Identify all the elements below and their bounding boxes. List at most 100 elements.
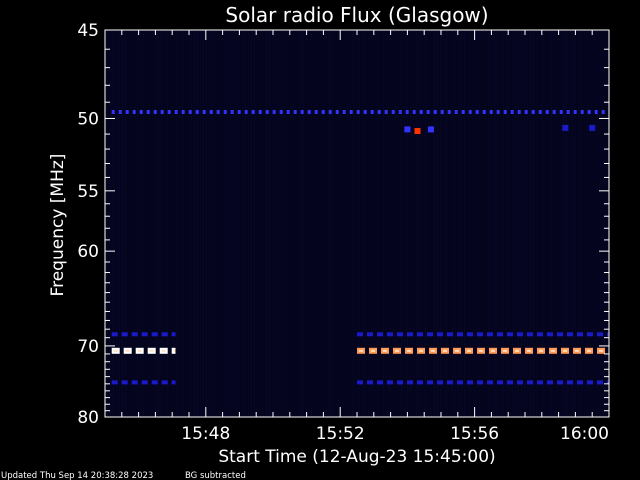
band-segment xyxy=(384,110,388,114)
band-segment xyxy=(397,332,403,337)
noise-streak xyxy=(428,30,429,417)
noise-streak xyxy=(356,30,357,417)
band-segment xyxy=(467,380,473,385)
band-segment xyxy=(597,332,603,337)
band-core xyxy=(443,349,447,352)
noise-streak xyxy=(419,30,420,417)
band-segment xyxy=(237,110,241,114)
noise-streak xyxy=(329,30,330,417)
band-core xyxy=(173,349,176,352)
noise-streak xyxy=(353,30,354,417)
noise-streak xyxy=(350,30,351,417)
band-segment xyxy=(367,380,373,385)
noise-streak xyxy=(176,30,177,417)
band-segment xyxy=(457,332,463,337)
noise-streak xyxy=(509,30,510,417)
band-core xyxy=(467,349,471,352)
band-segment xyxy=(531,110,535,114)
band-segment xyxy=(427,332,433,337)
noise-streak xyxy=(404,30,405,417)
band-core xyxy=(383,349,387,352)
band-segment xyxy=(447,332,453,337)
band-segment xyxy=(202,110,206,114)
band-segment xyxy=(377,380,383,385)
band-segment xyxy=(426,110,430,114)
band-segment xyxy=(356,110,360,114)
noise-streak xyxy=(422,30,423,417)
noise-streak xyxy=(512,30,513,417)
noise-streak xyxy=(491,30,492,417)
band-segment xyxy=(160,110,164,114)
band-core xyxy=(395,349,399,352)
noise-streak xyxy=(569,30,570,417)
band-segment xyxy=(577,380,583,385)
band-core xyxy=(359,349,363,352)
noise-streak xyxy=(446,30,447,417)
band-segment xyxy=(407,332,413,337)
emission-blob xyxy=(589,124,596,131)
band-segment xyxy=(475,110,479,114)
band-segment xyxy=(517,332,523,337)
noise-streak xyxy=(452,30,453,417)
band-segment xyxy=(167,110,171,114)
emission-blob xyxy=(562,124,569,131)
band-segment xyxy=(131,380,138,385)
band-segment xyxy=(467,332,473,337)
noise-streak xyxy=(320,30,321,417)
band-segment xyxy=(557,332,563,337)
band-segment xyxy=(497,332,503,337)
band-core xyxy=(539,349,543,352)
noise-streak xyxy=(548,30,549,417)
band-segment xyxy=(537,332,543,337)
noise-streak xyxy=(323,30,324,417)
noise-streak xyxy=(278,30,279,417)
x-tick-label: 15:56 xyxy=(450,424,499,444)
noise-streak xyxy=(587,30,588,417)
y-tick-label: 60 xyxy=(77,242,99,262)
band-segment xyxy=(419,110,423,114)
noise-streak xyxy=(536,30,537,417)
x-axis-label: Start Time (12-Aug-23 15:45:00) xyxy=(218,447,495,467)
band-segment xyxy=(335,110,339,114)
noise-streak xyxy=(164,30,165,417)
noise-streak xyxy=(539,30,540,417)
band-segment xyxy=(293,110,297,114)
noise-streak xyxy=(107,30,108,417)
noise-streak xyxy=(194,30,195,417)
noise-streak xyxy=(593,30,594,417)
noise-streak xyxy=(503,30,504,417)
band-core xyxy=(137,349,142,352)
band-segment xyxy=(482,110,486,114)
band-segment xyxy=(447,110,451,114)
noise-streak xyxy=(308,30,309,417)
footer-updated: Updated Thu Sep 14 20:38:28 2023 xyxy=(1,471,153,480)
noise-streak xyxy=(125,30,126,417)
noise-streak xyxy=(230,30,231,417)
band-segment xyxy=(407,380,413,385)
noise-streak xyxy=(155,30,156,417)
y-tick-label: 80 xyxy=(77,408,99,428)
noise-streak xyxy=(128,30,129,417)
band-segment xyxy=(244,110,248,114)
noise-streak xyxy=(188,30,189,417)
band-core xyxy=(419,349,423,352)
band-segment xyxy=(573,110,577,114)
band-segment xyxy=(272,110,276,114)
y-tick-label: 45 xyxy=(77,21,99,41)
noise-streak xyxy=(347,30,348,417)
noise-streak xyxy=(479,30,480,417)
y-tick-label: 55 xyxy=(77,182,99,202)
noise-streak xyxy=(359,30,360,417)
band-segment xyxy=(461,110,465,114)
band-segment xyxy=(195,110,199,114)
x-tick-label: 16:00 xyxy=(560,424,609,444)
noise-streak xyxy=(140,30,141,417)
band-segment xyxy=(188,110,192,114)
emission-blob xyxy=(414,128,421,134)
band-core xyxy=(587,349,591,352)
band-segment xyxy=(507,380,513,385)
band-segment xyxy=(314,110,318,114)
band-segment xyxy=(141,332,148,337)
emission-band xyxy=(357,347,605,354)
noise-streak xyxy=(152,30,153,417)
